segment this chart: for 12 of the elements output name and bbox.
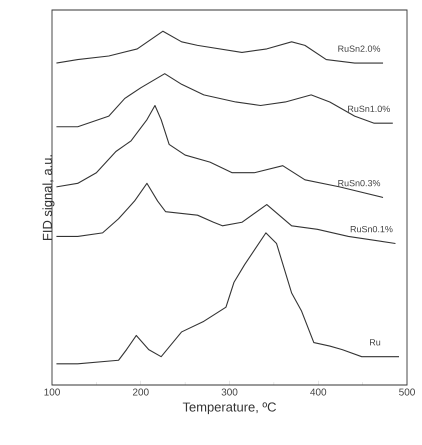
y-axis-title: FID signal, a.u. [42,155,54,240]
series-label: RuSn1.0% [348,106,390,112]
x-tick-label: 300 [222,388,238,396]
series-label: RuSn0.1% [350,226,393,232]
x-tick-label: 500 [399,388,415,396]
x-tick-label: 200 [132,388,149,396]
series-label: RuSn0.3% [338,180,380,186]
x-tick-label: 100 [44,388,60,396]
x-axis-title: Temperature, ºC [182,402,276,414]
x-tick-label: 400 [310,388,326,396]
series-label: RuSn2.0% [338,46,380,52]
series-label: Ru [370,339,380,346]
